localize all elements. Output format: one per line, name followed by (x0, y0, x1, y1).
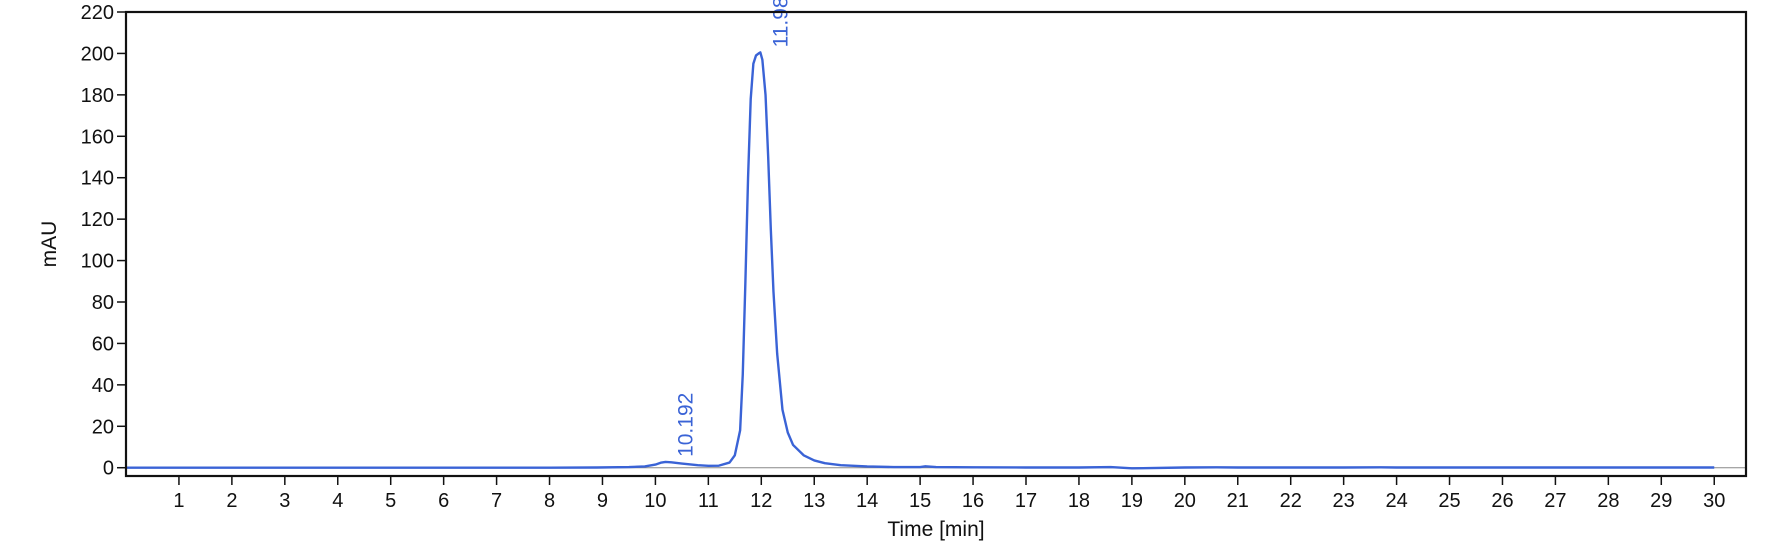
x-tick-label: 3 (279, 490, 290, 512)
x-tick-label: 14 (856, 490, 878, 512)
x-tick-label: 19 (1121, 490, 1143, 512)
plot-frame (124, 10, 1748, 478)
y-tick-label: 160 (81, 126, 114, 148)
x-tick-label: 9 (597, 490, 608, 512)
x-tick-label: 26 (1491, 490, 1513, 512)
y-tick-label: 100 (81, 251, 114, 273)
y-tick-label: 120 (81, 209, 114, 231)
x-axis-title: Time [min] (887, 518, 984, 541)
x-tick-label: 21 (1227, 490, 1249, 512)
y-axis-title: mAU (38, 221, 61, 268)
y-tick-label: 220 (81, 2, 114, 24)
x-axis-ticks: 1 2 3 4 5 6 7 8 9 10 11 12 13 14 15 16 17 18 19 20 21 22 23 24 2… (173, 476, 1725, 512)
y-tick-label: 20 (92, 416, 114, 438)
x-tick-label: 22 (1280, 490, 1302, 512)
x-tick-label: 20 (1174, 490, 1196, 512)
y-axis-ticks: 0 20 40 60 80 100 120 140 160 180 200 220 (81, 2, 126, 480)
chromatogram-trace (126, 51, 1715, 470)
x-tick-label: 16 (962, 490, 984, 512)
peak-label: 11.982 (769, 0, 792, 47)
y-tick-label: 200 (81, 43, 114, 65)
x-tick-label: 28 (1597, 490, 1619, 512)
x-tick-label: 23 (1333, 490, 1355, 512)
x-tick-label: 24 (1385, 490, 1407, 512)
x-tick-label: 17 (1015, 490, 1037, 512)
x-tick-label: 15 (909, 490, 931, 512)
x-tick-label: 13 (803, 490, 825, 512)
y-tick-label: 140 (81, 168, 114, 190)
x-tick-label: 6 (438, 490, 449, 512)
x-tick-label: 18 (1068, 490, 1090, 512)
x-tick-label: 2 (226, 490, 237, 512)
x-tick-label: 4 (332, 490, 343, 512)
y-tick-label: 180 (81, 85, 114, 107)
x-tick-label: 25 (1438, 490, 1460, 512)
x-tick-label: 12 (750, 490, 772, 512)
x-tick-label: 1 (173, 490, 184, 512)
x-tick-label: 8 (544, 490, 555, 512)
y-tick-label: 40 (92, 375, 114, 397)
y-tick-label: 60 (92, 333, 114, 355)
x-tick-label: 7 (491, 490, 502, 512)
x-tick-label: 27 (1544, 490, 1566, 512)
x-tick-label: 5 (385, 490, 396, 512)
x-tick-label: 10 (644, 490, 666, 512)
x-tick-label: 11 (698, 490, 719, 512)
y-tick-label: 0 (103, 458, 114, 480)
x-tick-label: 30 (1703, 490, 1725, 512)
x-tick-label: 29 (1650, 490, 1672, 512)
y-tick-label: 80 (92, 292, 114, 314)
peak-label: 10.192 (675, 393, 698, 457)
